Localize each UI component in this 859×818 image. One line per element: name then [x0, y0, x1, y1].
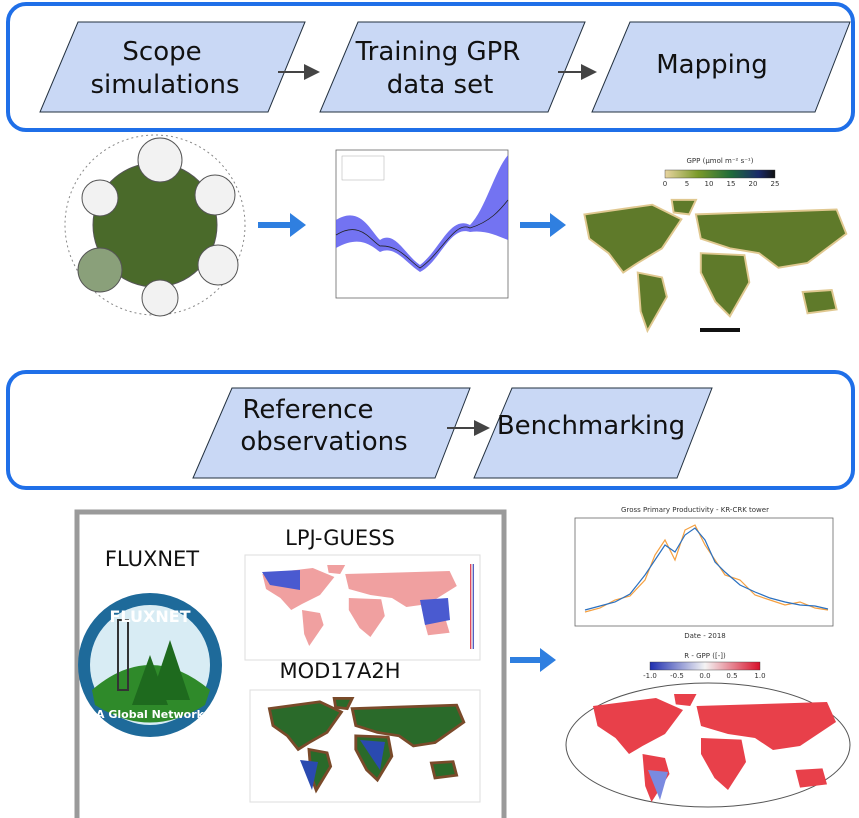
colorbar-tick: 5 — [685, 180, 689, 188]
step-box — [591, 21, 851, 113]
colorbar-tick: 0.0 — [699, 672, 710, 680]
flow-arrow — [510, 648, 556, 672]
step-label: observations — [240, 427, 407, 457]
gpp-map: GPP (μmol m⁻² s⁻¹) 0 5 10 15 20 25 — [583, 157, 848, 332]
colorbar-tick: 10 — [705, 180, 714, 188]
fluxnet-logo: FLUXNET A Global Network — [78, 593, 222, 737]
model-label: MOD17A2H — [279, 659, 400, 683]
step-label: Scope — [122, 37, 201, 67]
step-label: Reference — [243, 395, 374, 425]
logo-subtitle: A Global Network — [96, 708, 205, 721]
reference-frame — [74, 509, 507, 818]
x-label: Date - 2018 — [684, 632, 726, 640]
colorbar-title: R - GPP ([-]) — [684, 652, 726, 660]
colorbar-tick: -0.5 — [670, 672, 684, 680]
step-box — [319, 21, 586, 113]
flow-frame — [6, 2, 855, 132]
colorbar-tick: 1.0 — [754, 672, 765, 680]
colorbar-tick: 20 — [749, 180, 758, 188]
colorbar-tick: -1.0 — [643, 672, 657, 680]
colorbar-tick: 0.5 — [726, 672, 737, 680]
flow-arrow — [258, 213, 306, 237]
step-label: simulations — [90, 70, 239, 100]
step-box — [473, 387, 713, 479]
gpr-plot — [335, 149, 509, 299]
logo-title: FLUXNET — [109, 607, 190, 626]
step-label: Training GPR — [355, 37, 521, 67]
mod17-map — [249, 689, 481, 803]
step-label: Mapping — [656, 50, 768, 80]
step-label: data set — [387, 70, 494, 100]
colorbar-tick: 15 — [727, 180, 736, 188]
step-box — [39, 21, 306, 113]
flow-arrow — [520, 213, 566, 237]
fluxnet-label: FLUXNET — [105, 547, 199, 571]
tower-plot: Gross Primary Productivity - KR-CRK towe… — [574, 506, 834, 640]
flow-frame — [6, 370, 855, 490]
correlation-map: R - GPP ([-]) -1.0 -0.5 0.0 0.5 1.0 — [565, 652, 851, 808]
plot-title: Gross Primary Productivity - KR-CRK towe… — [621, 506, 769, 514]
lpj-map — [244, 554, 481, 661]
colorbar-title: GPP (μmol m⁻² s⁻¹) — [687, 157, 754, 165]
colorbar-tick: 25 — [771, 180, 780, 188]
colorbar-tick: 0 — [663, 180, 667, 188]
scope-diagram — [64, 134, 246, 317]
step-label: Benchmarking — [497, 411, 685, 441]
model-label: LPJ-GUESS — [285, 526, 395, 550]
step-box — [192, 387, 471, 479]
